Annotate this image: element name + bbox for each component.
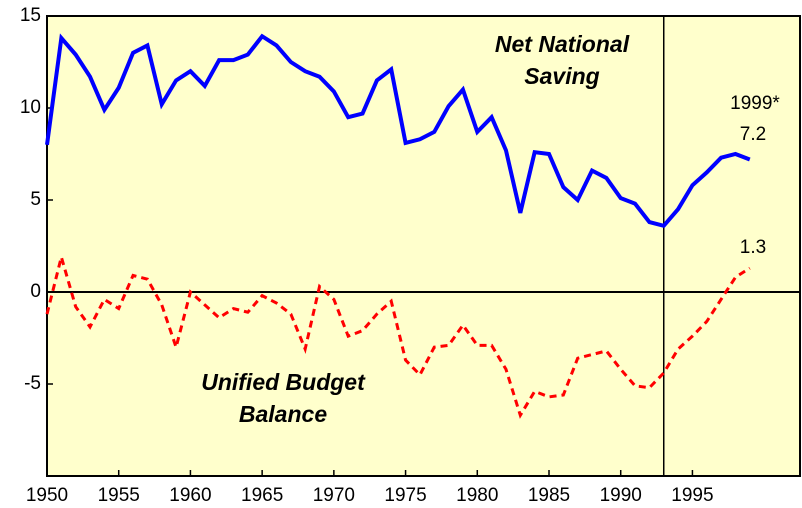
- series-line: [45, 33, 751, 229]
- y-tick-label: 5: [30, 189, 41, 210]
- x-tick-label: 1980: [456, 485, 498, 506]
- x-tick-label: 1985: [528, 485, 570, 506]
- value-label: 7.2: [740, 124, 766, 145]
- series-label: Unified Budget Balance: [201, 369, 365, 427]
- x-tick-label: 1955: [98, 485, 140, 506]
- series-line: [45, 251, 751, 419]
- y-tick-label: 0: [30, 281, 41, 302]
- series-label: Net National Saving: [494, 31, 630, 89]
- y-tick-label: 15: [20, 5, 41, 26]
- x-tick-label: 1975: [384, 485, 426, 506]
- x-tick-label: 1990: [600, 485, 642, 506]
- value-label: 1.3: [740, 237, 766, 258]
- x-tick-label: 1970: [313, 485, 355, 506]
- plot-area: [46, 15, 801, 477]
- x-tick-label: 1960: [169, 485, 211, 506]
- y-tick-label: 10: [20, 97, 41, 118]
- x-tick-label: 1965: [241, 485, 283, 506]
- annotation: 1999*: [730, 93, 780, 114]
- x-tick-label: 1950: [26, 485, 68, 506]
- x-tick-label: 1995: [671, 485, 713, 506]
- y-tick-label: -5: [24, 373, 41, 394]
